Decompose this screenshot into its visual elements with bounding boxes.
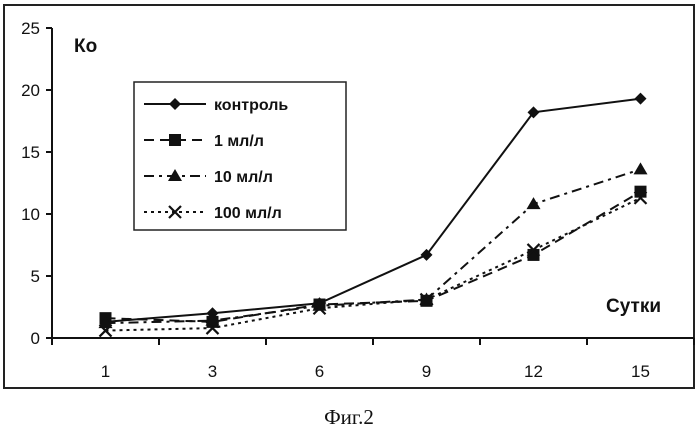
y-tick-label: 5 bbox=[31, 267, 40, 286]
x-tick-label: 9 bbox=[422, 362, 431, 381]
x-tick-label: 15 bbox=[631, 362, 650, 381]
x-tick-label: 3 bbox=[208, 362, 217, 381]
y-tick-label: 15 bbox=[21, 143, 40, 162]
x-tick-label: 6 bbox=[315, 362, 324, 381]
figure-caption: Фиг.2 bbox=[324, 405, 374, 429]
x-tick-label: 12 bbox=[524, 362, 543, 381]
legend-label: 10 мл/л bbox=[214, 169, 273, 186]
legend-label: 100 мл/л bbox=[214, 205, 282, 222]
x-axis-label: Сутки bbox=[606, 296, 661, 317]
y-tick-label: 10 bbox=[21, 205, 40, 224]
y-tick-label: 25 bbox=[21, 19, 40, 38]
legend-marker bbox=[169, 134, 181, 146]
y-tick-label: 0 bbox=[31, 329, 40, 348]
legend: контроль 1 мл/л 10 мл/л 100 мл/л bbox=[134, 82, 346, 230]
x-tick-label: 1 bbox=[101, 362, 110, 381]
y-axis-label: Ко bbox=[74, 36, 97, 57]
data-point bbox=[635, 186, 647, 198]
y-tick-label: 20 bbox=[21, 81, 40, 100]
legend-label: контроль bbox=[214, 97, 288, 114]
legend-label: 1 мл/л bbox=[214, 133, 264, 150]
